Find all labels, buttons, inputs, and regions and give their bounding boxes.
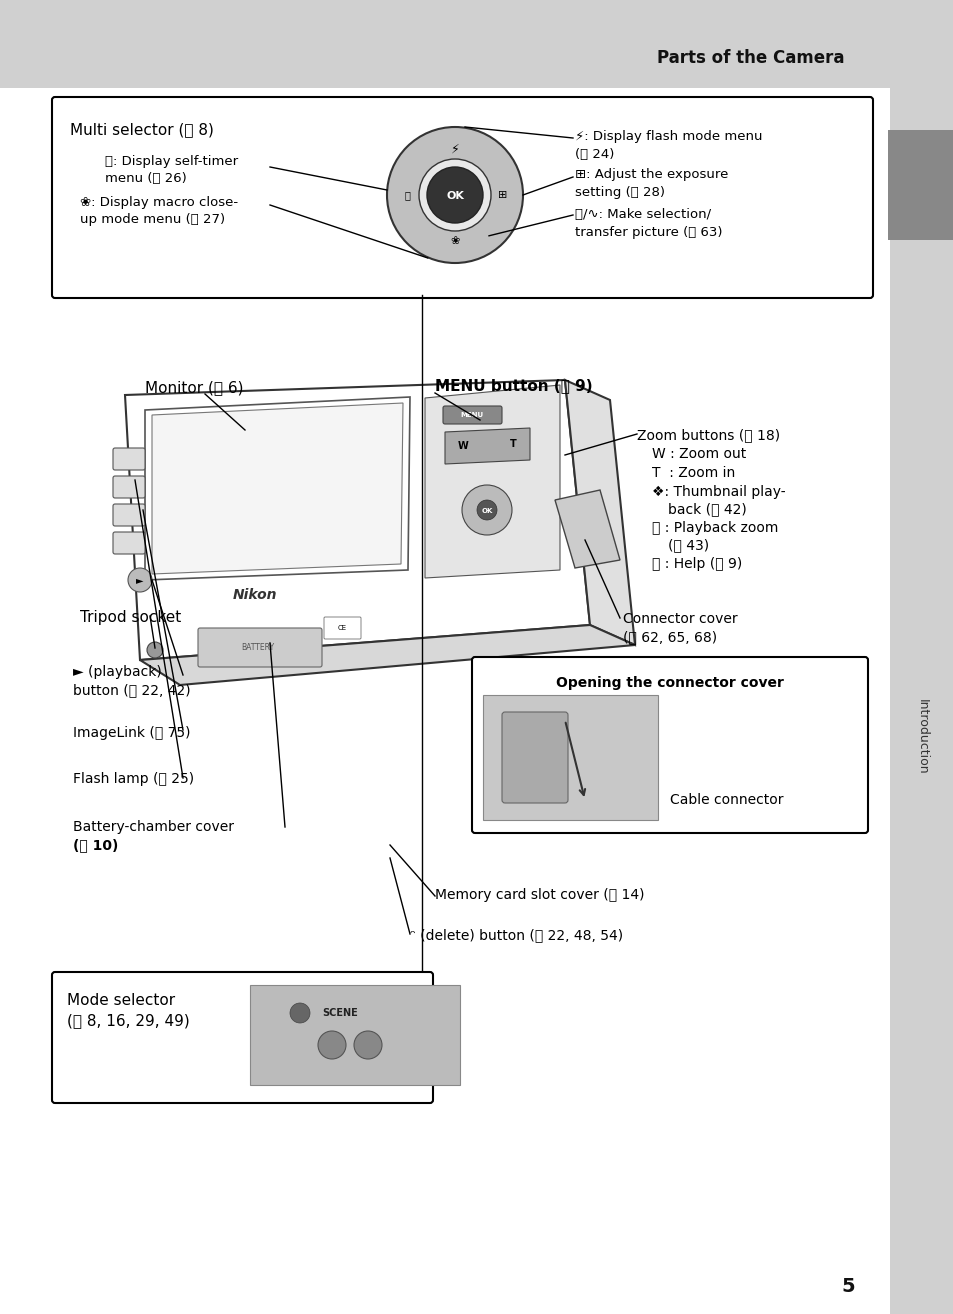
Text: ImageLink (Ⓢ 75): ImageLink (Ⓢ 75) bbox=[73, 727, 191, 740]
Text: CE: CE bbox=[337, 625, 346, 631]
Text: Battery-chamber cover: Battery-chamber cover bbox=[73, 820, 233, 834]
Text: ❀: ❀ bbox=[450, 237, 459, 246]
Text: menu (Ⓢ 26): menu (Ⓢ 26) bbox=[105, 172, 187, 185]
FancyBboxPatch shape bbox=[501, 712, 567, 803]
Text: ⊞: Adjust the exposure: ⊞: Adjust the exposure bbox=[575, 168, 727, 181]
Text: (Ⓢ 62, 65, 68): (Ⓢ 62, 65, 68) bbox=[622, 629, 717, 644]
Bar bbox=[889, 0, 953, 1314]
Text: ❖: Thumbnail play-: ❖: Thumbnail play- bbox=[651, 485, 785, 499]
Text: Connector cover: Connector cover bbox=[622, 612, 737, 625]
Polygon shape bbox=[125, 380, 589, 660]
FancyBboxPatch shape bbox=[472, 657, 867, 833]
Text: SCENE: SCENE bbox=[322, 1008, 357, 1018]
Text: Ⓢ/∿: Make selection/: Ⓢ/∿: Make selection/ bbox=[575, 208, 710, 221]
Text: 5: 5 bbox=[841, 1276, 854, 1296]
Polygon shape bbox=[145, 397, 410, 579]
Text: up mode menu (Ⓢ 27): up mode menu (Ⓢ 27) bbox=[80, 213, 225, 226]
Text: Tripod socket: Tripod socket bbox=[80, 610, 181, 625]
FancyBboxPatch shape bbox=[112, 448, 145, 470]
Text: Memory card slot cover (Ⓢ 14): Memory card slot cover (Ⓢ 14) bbox=[435, 888, 644, 901]
Text: ❓ : Help (Ⓢ 9): ❓ : Help (Ⓢ 9) bbox=[651, 557, 741, 572]
Text: back (Ⓢ 42): back (Ⓢ 42) bbox=[667, 502, 746, 516]
Text: ᵔ (delete) button (Ⓢ 22, 48, 54): ᵔ (delete) button (Ⓢ 22, 48, 54) bbox=[410, 928, 622, 942]
FancyBboxPatch shape bbox=[198, 628, 322, 668]
Text: OK: OK bbox=[446, 191, 463, 201]
Text: (Ⓢ 10): (Ⓢ 10) bbox=[73, 838, 118, 851]
Text: Zoom buttons (Ⓢ 18): Zoom buttons (Ⓢ 18) bbox=[637, 428, 780, 442]
Circle shape bbox=[147, 643, 163, 658]
Text: Parts of the Camera: Parts of the Camera bbox=[657, 49, 844, 67]
Circle shape bbox=[317, 1031, 346, 1059]
FancyBboxPatch shape bbox=[442, 406, 501, 424]
Text: MENU button (Ⓢ 9): MENU button (Ⓢ 9) bbox=[435, 378, 592, 393]
Text: Introduction: Introduction bbox=[915, 699, 927, 775]
Text: ⓢ: Display self-timer: ⓢ: Display self-timer bbox=[105, 155, 238, 168]
Text: setting (Ⓢ 28): setting (Ⓢ 28) bbox=[575, 187, 664, 198]
Text: ⓢ: ⓢ bbox=[404, 191, 410, 200]
Text: Mode selector: Mode selector bbox=[67, 993, 175, 1008]
Polygon shape bbox=[424, 385, 559, 578]
Text: ⚡: Display flash mode menu: ⚡: Display flash mode menu bbox=[575, 130, 761, 143]
Circle shape bbox=[476, 501, 497, 520]
Text: T: T bbox=[509, 439, 516, 449]
Text: ► (playback): ► (playback) bbox=[73, 665, 162, 679]
Text: transfer picture (Ⓢ 63): transfer picture (Ⓢ 63) bbox=[575, 226, 721, 239]
Circle shape bbox=[354, 1031, 381, 1059]
FancyBboxPatch shape bbox=[52, 97, 872, 298]
Polygon shape bbox=[555, 490, 619, 568]
Circle shape bbox=[418, 159, 491, 231]
Text: W : Zoom out: W : Zoom out bbox=[651, 447, 745, 461]
Text: MENU: MENU bbox=[460, 413, 483, 418]
Text: ⚡: ⚡ bbox=[450, 142, 459, 155]
Text: (Ⓢ 43): (Ⓢ 43) bbox=[667, 537, 708, 552]
Text: OK: OK bbox=[481, 509, 492, 514]
Circle shape bbox=[128, 568, 152, 593]
Text: (Ⓢ 24): (Ⓢ 24) bbox=[575, 148, 614, 162]
FancyBboxPatch shape bbox=[324, 618, 360, 639]
Text: Cable connector: Cable connector bbox=[669, 794, 782, 807]
Text: BATTERY: BATTERY bbox=[241, 643, 274, 652]
Text: T  : Zoom in: T : Zoom in bbox=[651, 466, 735, 480]
Bar bbox=[482, 695, 658, 820]
Text: Nikon: Nikon bbox=[233, 587, 277, 602]
Text: Monitor (Ⓢ 6): Monitor (Ⓢ 6) bbox=[145, 380, 243, 396]
Text: ►: ► bbox=[136, 576, 144, 585]
Circle shape bbox=[427, 167, 482, 223]
Text: Opening the connector cover: Opening the connector cover bbox=[556, 675, 783, 690]
Text: Flash lamp (Ⓢ 25): Flash lamp (Ⓢ 25) bbox=[73, 773, 193, 786]
FancyBboxPatch shape bbox=[112, 505, 145, 526]
FancyBboxPatch shape bbox=[112, 532, 145, 555]
Circle shape bbox=[461, 485, 512, 535]
Bar bbox=[0, 0, 889, 88]
Polygon shape bbox=[140, 625, 635, 685]
Polygon shape bbox=[152, 403, 402, 574]
Polygon shape bbox=[444, 428, 530, 464]
FancyBboxPatch shape bbox=[112, 476, 145, 498]
Text: (Ⓢ 8, 16, 29, 49): (Ⓢ 8, 16, 29, 49) bbox=[67, 1013, 190, 1028]
FancyBboxPatch shape bbox=[52, 972, 433, 1102]
Text: button (Ⓢ 22, 42): button (Ⓢ 22, 42) bbox=[73, 683, 191, 696]
Polygon shape bbox=[564, 380, 635, 645]
Circle shape bbox=[290, 1003, 310, 1024]
Bar bbox=[250, 986, 459, 1085]
Text: Multi selector (Ⓢ 8): Multi selector (Ⓢ 8) bbox=[70, 122, 213, 137]
Text: ❀: Display macro close-: ❀: Display macro close- bbox=[80, 196, 238, 209]
Circle shape bbox=[387, 127, 522, 263]
Text: W: W bbox=[457, 442, 468, 451]
Text: ⊞: ⊞ bbox=[497, 191, 507, 200]
Text: ⌕ : Playback zoom: ⌕ : Playback zoom bbox=[651, 520, 778, 535]
Bar bbox=[887, 130, 953, 240]
